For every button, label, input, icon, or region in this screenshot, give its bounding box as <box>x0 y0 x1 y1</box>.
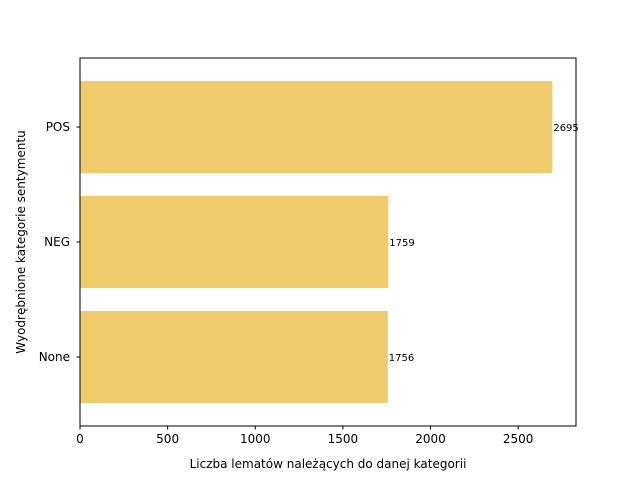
data-labels-layer: 2695 1759 1756 <box>389 123 579 364</box>
data-label-none: 1756 <box>389 353 414 364</box>
x-axis: 0 500 1000 1500 2000 2500 <box>76 426 533 446</box>
bar-none <box>80 311 388 403</box>
y-axis-title: Wyodrębnione kategorie sentymentu <box>14 130 28 353</box>
bar-neg <box>80 196 389 288</box>
data-label-pos: 2695 <box>553 123 578 134</box>
x-axis-title: Liczba lematów należących do danej kateg… <box>190 457 467 471</box>
y-tick-label-neg: NEG <box>44 235 70 249</box>
y-tick-label-none: None <box>39 350 70 364</box>
y-axis: POS NEG None <box>39 120 80 364</box>
bar-pos <box>80 81 553 173</box>
x-tick-label-1000: 1000 <box>240 432 271 446</box>
x-tick-label-0: 0 <box>76 432 84 446</box>
bars-layer <box>80 81 553 403</box>
y-tick-label-pos: POS <box>46 120 70 134</box>
data-label-neg: 1759 <box>389 238 414 249</box>
x-tick-label-2500: 2500 <box>503 432 534 446</box>
x-tick-label-500: 500 <box>156 432 179 446</box>
x-tick-label-1500: 1500 <box>328 432 359 446</box>
x-tick-label-2000: 2000 <box>415 432 446 446</box>
